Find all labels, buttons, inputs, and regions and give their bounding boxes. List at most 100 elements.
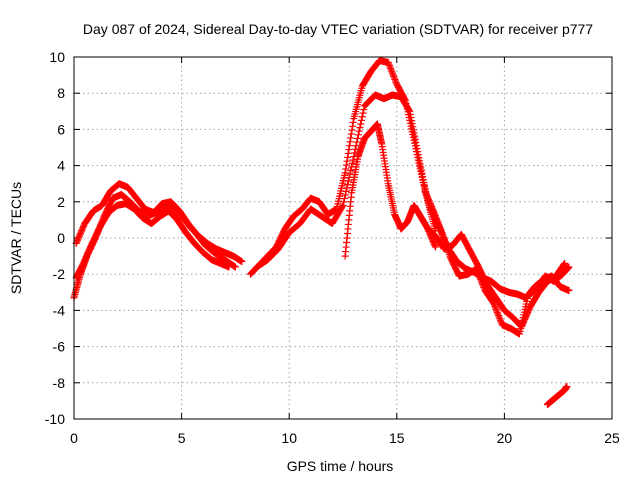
data-point [356, 124, 364, 132]
data-point [342, 161, 350, 169]
data-point [342, 165, 350, 173]
data-point [419, 176, 427, 184]
data-point [342, 187, 350, 195]
data-point [344, 177, 352, 185]
data-point [387, 65, 395, 73]
data-point [354, 131, 362, 139]
plot-frame [73, 56, 613, 420]
y-tick-label: -4 [53, 302, 66, 318]
data-point [349, 122, 357, 130]
data-point [386, 63, 394, 71]
data-point [346, 170, 354, 178]
data-point [412, 141, 420, 149]
x-tick-label: 25 [604, 430, 620, 446]
data-point [338, 203, 346, 211]
data-point [407, 114, 415, 122]
data-point [390, 72, 398, 80]
y-tick-label: -6 [53, 339, 66, 355]
x-tick-label: 5 [178, 430, 186, 446]
data-point [347, 130, 355, 138]
data-point [490, 299, 498, 307]
data-point [493, 307, 501, 315]
data-point [348, 160, 356, 168]
x-tick-label: 15 [389, 430, 405, 446]
data-point [359, 109, 367, 117]
x-tick-label: 0 [70, 430, 78, 446]
data-point [388, 69, 396, 77]
data-point [390, 74, 398, 82]
data-point [339, 201, 347, 209]
data-point [413, 145, 421, 153]
data-point [406, 107, 414, 115]
data-point [493, 308, 501, 316]
series-track-b [72, 180, 239, 271]
y-tick-label: 6 [57, 121, 65, 137]
data-point [238, 258, 246, 266]
data-point [341, 194, 349, 202]
y-tick-label: 4 [57, 158, 65, 174]
data-point [346, 138, 354, 146]
data-point [491, 302, 499, 310]
data-point [349, 118, 357, 126]
data-point [419, 172, 427, 180]
y-tick-label: 0 [57, 230, 65, 246]
series-track-i [427, 205, 573, 302]
x-tick-label: 20 [497, 430, 513, 446]
data-point [494, 310, 502, 318]
data-point [341, 191, 349, 199]
series-track-j [543, 382, 571, 409]
y-tick-label: -10 [45, 411, 65, 427]
data-point [385, 62, 393, 70]
data-point [414, 148, 422, 156]
data-point [495, 313, 503, 321]
data-point [411, 132, 419, 140]
data-point [345, 146, 353, 154]
data-point [561, 259, 569, 267]
data-point [357, 116, 365, 124]
data-point [348, 126, 356, 134]
data-point [408, 117, 416, 125]
series-track-c [72, 200, 233, 282]
data-point [231, 263, 239, 271]
y-axis-label: SDTVAR / TECUs [8, 182, 24, 294]
y-tick-label: -2 [53, 266, 66, 282]
data-point [495, 312, 503, 320]
data-point [565, 286, 573, 294]
axis-ticks: 0 5 10 15 20 25 -10 -8 -6 -4 -2 0 2 4 6 8 10 [45, 49, 620, 446]
data-point [354, 134, 362, 142]
data-point [418, 169, 426, 177]
data-point [225, 263, 233, 271]
data-point [353, 138, 361, 146]
data-point [496, 316, 504, 324]
data-point [355, 127, 363, 135]
data-point [408, 120, 416, 128]
data-point [420, 179, 428, 187]
data-point [563, 382, 571, 390]
data-point [389, 71, 397, 79]
chart-title: Day 087 of 2024, Sidereal Day-to-day VTE… [83, 21, 593, 37]
data-point [496, 315, 504, 323]
data-point [388, 68, 396, 76]
data-point [360, 105, 368, 113]
data-point [415, 154, 423, 162]
data-point [409, 123, 417, 131]
data-point [357, 120, 365, 128]
data-point [344, 153, 352, 161]
data-point [410, 129, 418, 137]
y-tick-label: 8 [57, 85, 65, 101]
data-point [491, 304, 499, 312]
data-point [414, 151, 422, 159]
data-point [417, 166, 425, 174]
data-point [343, 157, 351, 165]
data-point [409, 126, 417, 134]
data-point [385, 60, 393, 68]
data-point [417, 163, 425, 171]
data-point [387, 66, 395, 74]
data-point [565, 263, 573, 271]
data-point [347, 134, 355, 142]
data-point [391, 75, 399, 83]
data-point [492, 305, 500, 313]
data-markers [70, 57, 573, 409]
y-tick-label: 10 [49, 49, 65, 65]
